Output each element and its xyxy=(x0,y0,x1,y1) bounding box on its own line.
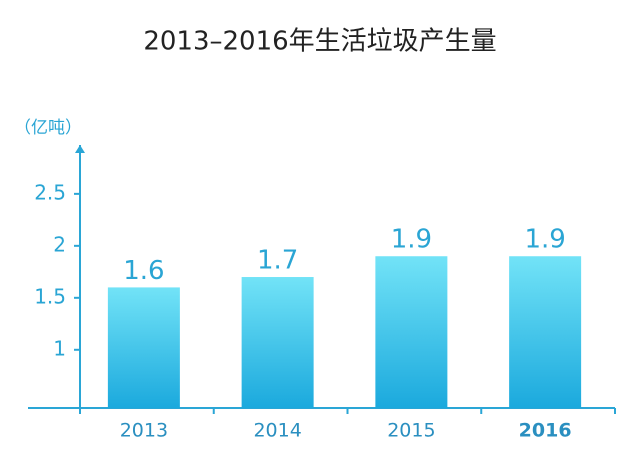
x-tick-label: 2015 xyxy=(387,420,435,442)
bar xyxy=(375,256,448,408)
y-axis-label: （亿吨） xyxy=(14,118,82,138)
data-label: 1.9 xyxy=(391,225,432,255)
bar xyxy=(107,287,180,408)
y-tick-label: 2.5 xyxy=(34,180,66,204)
y-tick-label: 1 xyxy=(53,336,66,360)
bar xyxy=(241,277,314,408)
data-label: 1.6 xyxy=(123,256,164,286)
x-tick-label: 2016 xyxy=(519,420,572,442)
chart-title: 2013–2016年生活垃圾产生量 xyxy=(143,27,496,57)
y-tick-label: 1.5 xyxy=(34,284,66,308)
y-axis-arrow xyxy=(75,145,85,153)
x-tick-label: 2013 xyxy=(120,420,168,442)
y-tick-label: 2 xyxy=(53,232,66,256)
data-label: 1.7 xyxy=(257,246,298,276)
bar xyxy=(509,256,582,408)
x-tick-label: 2014 xyxy=(253,420,301,442)
data-label: 1.9 xyxy=(524,225,565,255)
